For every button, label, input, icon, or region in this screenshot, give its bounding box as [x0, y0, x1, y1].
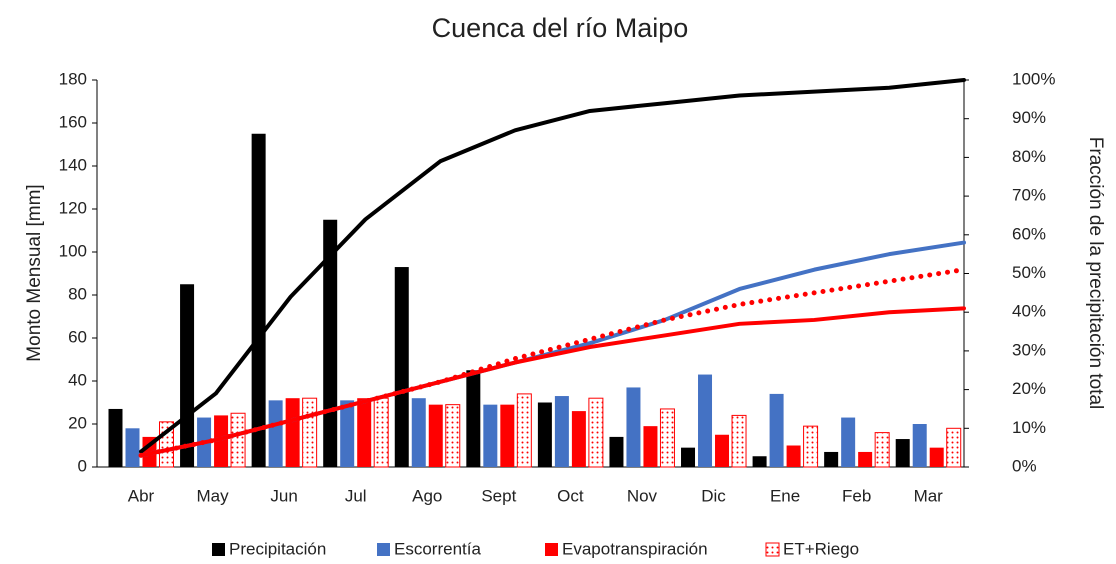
bar: [537, 402, 552, 467]
bar: [108, 408, 123, 467]
bar: [681, 447, 696, 467]
y-tick-label: 160: [59, 112, 87, 131]
legend-label: Precipitación: [229, 539, 326, 558]
bar: [125, 428, 140, 467]
bar: [731, 414, 747, 468]
y2-tick-label: 30%: [1012, 340, 1046, 359]
bar: [824, 451, 839, 467]
x-tick-label: Jul: [345, 486, 367, 505]
bar: [483, 404, 498, 467]
bar: [428, 404, 443, 467]
x-tick-label: Oct: [557, 486, 584, 505]
y-tick-label: 0: [78, 456, 87, 475]
bar: [609, 436, 624, 467]
bar: [929, 447, 944, 467]
bar: [285, 398, 300, 467]
bar: [357, 398, 372, 467]
y-tick-label: 120: [59, 198, 87, 217]
y2-tick-label: 40%: [1012, 302, 1046, 321]
x-tick-label: Feb: [842, 486, 871, 505]
bar: [230, 412, 246, 468]
legend-marker: [212, 543, 225, 556]
y2-tick-label: 70%: [1012, 186, 1046, 205]
x-tick-label: Abr: [128, 486, 155, 505]
bar: [411, 398, 426, 467]
bar: [803, 425, 819, 468]
bar: [659, 408, 675, 468]
bar: [554, 396, 569, 467]
bar: [698, 374, 713, 467]
y2-tick-label: 0%: [1012, 456, 1037, 475]
x-tick-label: Ago: [412, 486, 442, 505]
bar: [323, 219, 338, 467]
x-tick-label: Mar: [914, 486, 944, 505]
bar: [769, 393, 784, 467]
x-tick-label: Jun: [270, 486, 297, 505]
x-tick-label: May: [197, 486, 230, 505]
bar: [841, 417, 856, 467]
x-tick-label: Nov: [627, 486, 658, 505]
bar: [786, 445, 801, 467]
y2-tick-label: 80%: [1012, 147, 1046, 166]
y-tick-label: 60: [68, 327, 87, 346]
y2-axis-label: Fracción de la precipitación total: [1085, 137, 1106, 409]
y2-tick-label: 60%: [1012, 224, 1046, 243]
y2-tick-label: 10%: [1012, 418, 1046, 437]
y-tick-label: 40: [68, 370, 87, 389]
legend-marker: [377, 543, 390, 556]
y-axis-label: Monto Mensual [mm]: [24, 184, 45, 361]
legend-label: Escorrentía: [394, 539, 481, 558]
cumulative-line-dotted: [138, 267, 967, 458]
y2-tick-label: 20%: [1012, 379, 1046, 398]
bar: [500, 404, 515, 467]
bar: [180, 284, 195, 467]
bar: [302, 397, 318, 468]
bar: [752, 456, 767, 467]
bar: [626, 387, 641, 467]
y2-tick-label: 90%: [1012, 108, 1046, 127]
legend-marker: [765, 542, 780, 557]
bar: [268, 400, 283, 467]
cumulative-line: [139, 306, 966, 458]
bar: [946, 427, 962, 468]
bar: [715, 434, 730, 467]
chart-title: Cuenca del río Maipo: [432, 13, 689, 43]
bar: [643, 426, 658, 467]
legend-label: Evapotranspiración: [562, 539, 708, 558]
bar: [445, 404, 461, 468]
bar: [251, 133, 266, 467]
bar: [571, 411, 586, 467]
bar: [874, 432, 890, 468]
bar: [340, 400, 355, 467]
y2-tick-label: 100%: [1012, 69, 1055, 88]
bar: [858, 451, 873, 467]
cumulative-line: [139, 78, 966, 454]
bar: [466, 370, 481, 467]
bar: [588, 397, 604, 468]
bar: [895, 439, 910, 467]
y2-tick-label: 50%: [1012, 263, 1046, 282]
x-tick-label: Sept: [481, 486, 516, 505]
y-tick-label: 100: [59, 241, 87, 260]
bar: [373, 397, 389, 468]
bar: [394, 267, 409, 467]
bar: [912, 424, 927, 467]
x-tick-label: Ene: [770, 486, 800, 505]
legend-marker: [545, 543, 558, 556]
bar: [214, 415, 229, 467]
y-tick-label: 180: [59, 69, 87, 88]
legend-label: ET+Riego: [783, 539, 859, 558]
y-tick-label: 140: [59, 155, 87, 174]
bar: [516, 393, 532, 468]
y-tick-label: 80: [68, 284, 87, 303]
y-tick-label: 20: [68, 413, 87, 432]
x-tick-label: Dic: [701, 486, 726, 505]
